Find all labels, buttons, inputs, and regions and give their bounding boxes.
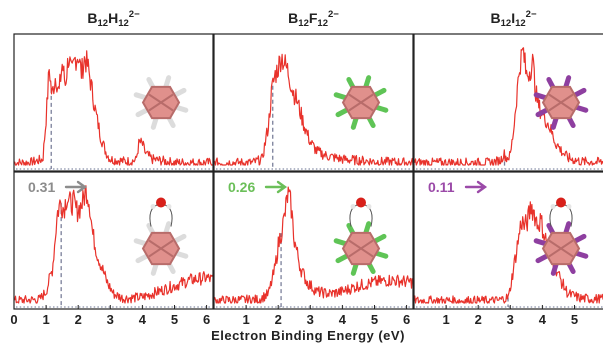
arrow-right-icon [64, 180, 88, 194]
x-tick-label: 6 [203, 312, 210, 327]
x-tick-label: 5 [571, 312, 578, 327]
arrow-right-icon [264, 180, 288, 194]
x-tick-label: 4 [339, 312, 347, 327]
x-tick-label: 2 [75, 312, 82, 327]
spectrum-line [13, 50, 213, 166]
x-tick-label: 4 [139, 312, 147, 327]
x-tick-label: 2 [475, 312, 482, 327]
x-tick-label: 3 [107, 312, 114, 327]
x-tick-label: 1 [42, 312, 49, 327]
x-tick-label: 4 [539, 312, 547, 327]
x-tick-label: 5 [171, 312, 178, 327]
panel-3-bottom: 0.11 [413, 171, 603, 310]
cluster-icon [533, 197, 589, 276]
panel-frame [213, 171, 414, 310]
x-tick-label: 2 [275, 312, 282, 327]
x-tick-label: 5 [371, 312, 378, 327]
x-tick-label: 3 [307, 312, 314, 327]
panel-1-top [13, 33, 214, 172]
spectrum-line [213, 53, 414, 166]
panel-2-top [213, 33, 414, 172]
x-tick-label: 6 [403, 312, 410, 327]
cluster-icon [533, 75, 589, 130]
x-tick-label: 1 [242, 312, 249, 327]
shift-value-label: 0.26 [228, 179, 255, 195]
column-title-2: B12F122− [288, 9, 339, 29]
panel-frame [413, 33, 603, 172]
cluster-icon [333, 75, 389, 130]
x-axis-label: Electron Binding Energy (eV) [211, 328, 405, 343]
panel-2-bottom: 0.26 [213, 171, 414, 310]
column-title-3: B12I122− [490, 9, 536, 29]
panel-1-bottom: 0.31 [13, 171, 214, 310]
panel-frame [13, 33, 214, 172]
shift-value-label: 0.31 [28, 179, 55, 195]
x-tick-label: 1 [442, 312, 449, 327]
x-tick-label: 3 [507, 312, 514, 327]
x-tick-label: 0 [10, 312, 17, 327]
cluster-icon [133, 197, 189, 276]
spectrum-line [413, 201, 603, 304]
spectrum-line [413, 47, 603, 166]
cluster-icon [133, 75, 189, 130]
panel-frame [13, 171, 214, 310]
spectrum-line [13, 185, 214, 304]
panel-frame [213, 33, 414, 172]
cluster-icon [333, 197, 389, 276]
shift-value-label: 0.11 [428, 179, 455, 195]
spectrum-line [213, 186, 414, 304]
column-title-1: B12H122− [87, 9, 140, 29]
panel-3-top [413, 33, 603, 172]
arrow-right-icon [464, 180, 488, 194]
panel-frame [413, 171, 603, 310]
